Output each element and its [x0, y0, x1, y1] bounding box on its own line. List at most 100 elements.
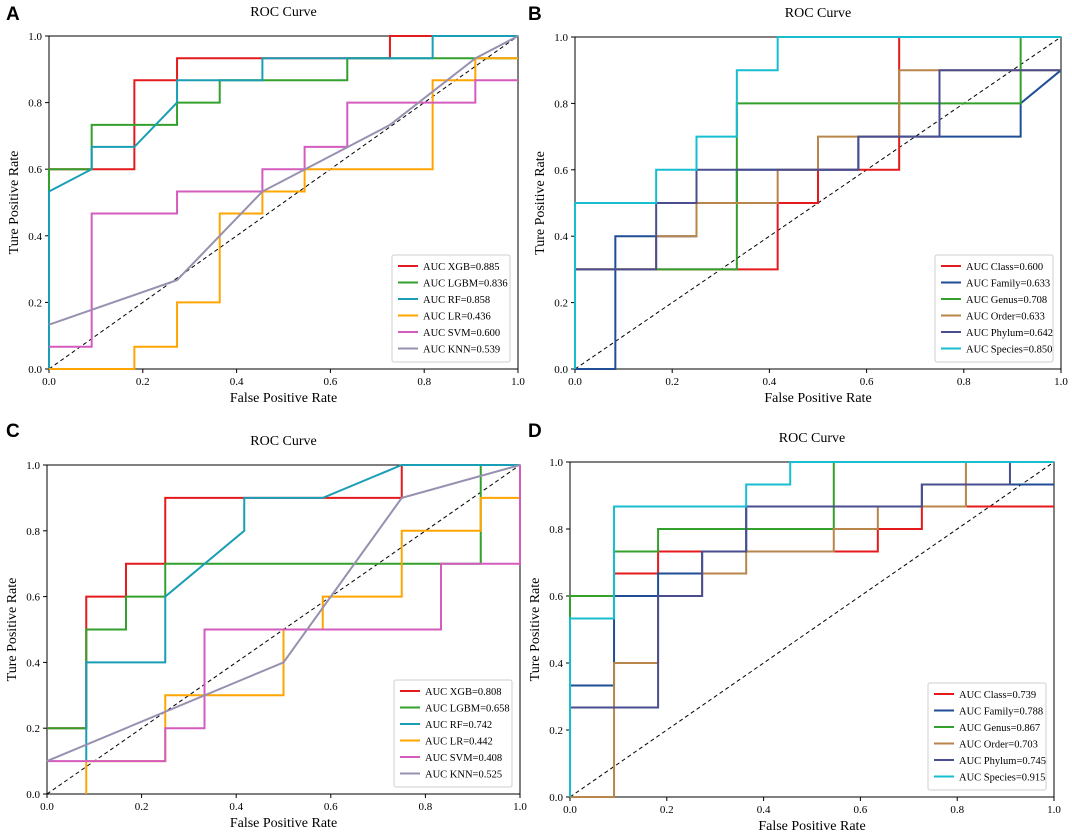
- legend: AUC XGB=0.885 AUC LGBM=0.836 AUC RF=0.858 A…: [391, 254, 511, 363]
- y-tick-label: 0.4: [26, 657, 40, 669]
- x-tick-label: 0.4: [757, 804, 771, 816]
- chance-diagonal: [569, 461, 1055, 798]
- legend-label: AUC Family=0.788: [959, 707, 1043, 718]
- y-tick-label: 1.0: [549, 457, 563, 469]
- x-tick-label: 0.8: [419, 801, 433, 813]
- x-tick-label: 0.0: [42, 376, 56, 388]
- panel-letter: C: [6, 421, 20, 442]
- x-tick-label: 0.4: [230, 376, 244, 388]
- y-axis-label: Ture Positive Rate: [5, 578, 20, 682]
- panel-a: A ROC Curve 0.0 0.2 0.4 0.6 0.8 1.0 0.0 0.2 0.4 0.6…: [6, 4, 525, 406]
- x-axis-label: False Positive Rate: [230, 816, 337, 831]
- x-tick-label: 0.8: [417, 376, 431, 388]
- y-axis-label: Ture Positive Rate: [7, 151, 22, 255]
- y-tick-label: 0.8: [28, 98, 42, 110]
- roc-line-a-2: [48, 35, 518, 369]
- legend-box: [927, 682, 1047, 791]
- x-tick-label: 0.4: [229, 801, 243, 813]
- legend-label: AUC XGB=0.885: [423, 262, 500, 273]
- roc-line-c-2: [85, 464, 520, 762]
- legend-label: AUC KNN=0.525: [425, 770, 502, 781]
- legend-label: AUC Class=0.600: [966, 262, 1043, 273]
- legend-box: [934, 254, 1054, 363]
- legend: AUC XGB=0.808 AUC LGBM=0.658 AUC RF=0.742 A…: [393, 679, 513, 788]
- chance-diagonal: [48, 35, 519, 370]
- legend-box: [393, 679, 513, 788]
- y-tick-label: 0.4: [28, 231, 42, 243]
- y-tick-label: 0.0: [26, 789, 40, 801]
- chart-title: ROC Curve: [250, 5, 317, 20]
- x-tick-label: 0.0: [563, 804, 577, 816]
- legend-label: AUC Genus=0.708: [966, 295, 1047, 306]
- x-tick-label: 0.8: [957, 376, 971, 388]
- y-tick-label: 0.8: [26, 526, 40, 538]
- legend-label: AUC SVM=0.600: [423, 328, 500, 339]
- legend-label: AUC Phylum=0.642: [966, 328, 1053, 339]
- panel-letter: B: [528, 4, 542, 25]
- y-axis-label: Ture Positive Rate: [528, 578, 543, 682]
- x-tick-label: 0.2: [660, 804, 674, 816]
- roc-line-a-5: [48, 35, 519, 326]
- y-tick-label: 0.2: [554, 298, 568, 310]
- y-tick-label: 0.2: [28, 297, 42, 309]
- y-tick-label: 1.0: [554, 32, 568, 44]
- legend-box: [391, 254, 511, 363]
- x-tick-label: 0.6: [854, 804, 868, 816]
- x-tick-label: 0.8: [950, 804, 964, 816]
- legend-label: AUC LGBM=0.658: [425, 704, 510, 715]
- roc-line-c-5: [46, 464, 521, 763]
- x-axis-label: False Positive Rate: [230, 391, 337, 406]
- y-tick-label: 0.0: [28, 364, 42, 376]
- y-tick-label: 0.2: [26, 723, 40, 735]
- y-tick-label: 0.8: [549, 524, 563, 536]
- x-tick-label: 0.0: [40, 801, 54, 813]
- x-tick-label: 1.0: [513, 801, 527, 813]
- x-axis-label: False Positive Rate: [764, 391, 871, 406]
- y-tick-label: 0.6: [554, 165, 568, 177]
- legend-label: AUC Order=0.633: [966, 312, 1045, 323]
- x-tick-label: 1.0: [511, 376, 525, 388]
- legend-label: AUC Class=0.739: [959, 690, 1036, 701]
- roc-line-b-5: [574, 36, 1061, 369]
- legend: AUC Class=0.600 AUC Family=0.633 AUC Genus…: [934, 254, 1054, 363]
- chart-title: ROC Curve: [250, 434, 317, 449]
- y-tick-label: 0.0: [549, 792, 563, 804]
- x-axis-label: False Positive Rate: [758, 819, 865, 834]
- panel-d: D ROC Curve 0.0 0.2 0.4 0.6 0.8 1.0 0.0 0.2 0.4 0.6…: [528, 421, 1061, 834]
- legend-label: AUC XGB=0.808: [425, 687, 502, 698]
- legend-label: AUC Family=0.633: [966, 279, 1050, 290]
- legend-label: AUC Species=0.915: [959, 773, 1045, 784]
- y-tick-label: 0.0: [554, 364, 568, 376]
- x-tick-label: 0.6: [860, 376, 874, 388]
- legend-label: AUC Species=0.850: [966, 345, 1052, 356]
- y-tick-label: 1.0: [26, 460, 40, 472]
- y-tick-label: 0.6: [28, 164, 42, 176]
- legend-label: AUC LR=0.442: [425, 737, 493, 748]
- y-tick-label: 0.6: [26, 592, 40, 604]
- x-tick-label: 0.2: [665, 376, 679, 388]
- panel-b: B ROC Curve 0.0 0.2 0.4 0.6 0.8 1.0 0.0 0.2 0.4 0.6…: [528, 4, 1068, 406]
- panel-letter: A: [6, 4, 20, 25]
- y-tick-label: 0.4: [554, 231, 568, 243]
- x-tick-label: 0.0: [568, 376, 582, 388]
- chart-title: ROC Curve: [779, 431, 846, 446]
- x-tick-label: 0.2: [136, 376, 150, 388]
- roc-line-c-4: [47, 465, 521, 763]
- legend-label: AUC Order=0.703: [959, 740, 1038, 751]
- x-tick-label: 0.6: [324, 801, 338, 813]
- roc-line-d-2: [569, 461, 1054, 797]
- roc-line-d-0: [613, 505, 1054, 596]
- legend-label: AUC KNN=0.539: [423, 345, 500, 356]
- y-tick-label: 1.0: [28, 31, 42, 43]
- x-tick-label: 0.6: [324, 376, 338, 388]
- x-tick-label: 0.2: [135, 801, 149, 813]
- legend-label: AUC RF=0.742: [425, 720, 492, 731]
- panel-c: C ROC Curve 0.0 0.2 0.4 0.6 0.8 1.0 0.0 0.2 0.4 0.6…: [5, 421, 527, 831]
- roc-line-d-4: [570, 461, 1054, 709]
- legend-label: AUC LGBM=0.836: [423, 279, 508, 290]
- legend-label: AUC Phylum=0.745: [959, 756, 1046, 767]
- chart-title: ROC Curve: [785, 6, 852, 21]
- legend: AUC Class=0.739 AUC Family=0.788 AUC Genus…: [927, 682, 1047, 791]
- y-tick-label: 0.8: [554, 98, 568, 110]
